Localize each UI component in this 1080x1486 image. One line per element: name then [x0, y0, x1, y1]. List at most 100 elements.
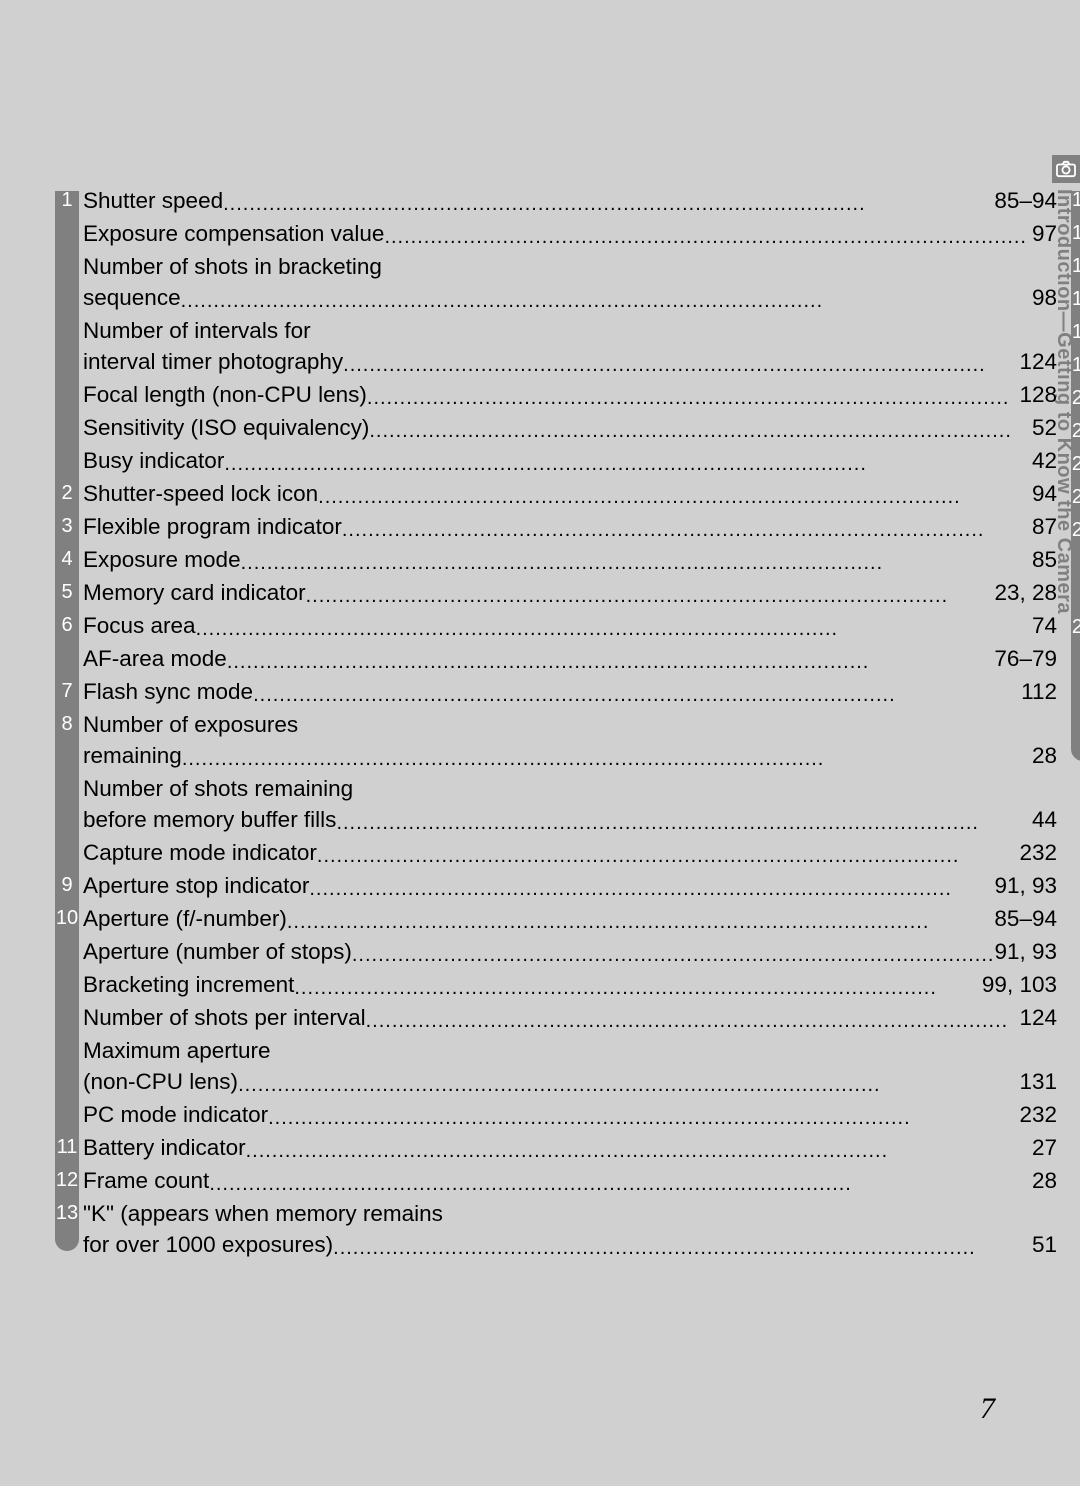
leader-dots	[384, 222, 1032, 253]
page-reference: 28	[1032, 1165, 1057, 1196]
index-line: Aperture stop indicator 91, 93	[83, 870, 1057, 903]
index-entry: 22Aperture lock icon 94	[1071, 449, 1080, 482]
leader-dots	[369, 416, 1032, 447]
index-entry: Exposure compensation value 97	[55, 218, 1061, 251]
index-line: before memory buffer ﬁlls 44	[83, 804, 1057, 837]
index-line: Busy indicator 42	[83, 445, 1057, 478]
index-entry: 25Electronic analog exposure	[1071, 612, 1080, 643]
index-entry: AF-area mode 76–79	[55, 643, 1061, 676]
index-label: Number of exposures	[83, 709, 298, 740]
entry-number: 4	[55, 544, 79, 575]
entry-number: 23	[1071, 482, 1080, 513]
index-line: Focal length (non-CPU lens) 128	[83, 379, 1057, 412]
index-label: Memory card indicator	[83, 577, 306, 608]
index-entry: before memory buffer ﬁlls 44	[55, 804, 1061, 837]
entry-number: 17	[1071, 284, 1080, 315]
entry-number: 15	[1071, 218, 1080, 249]
page-reference: 85–94	[994, 185, 1057, 216]
leader-dots	[238, 1070, 1019, 1101]
entry-number: 22	[1071, 449, 1080, 480]
page-reference: 52	[1032, 412, 1057, 443]
leader-dots	[317, 841, 1020, 872]
index-entry: Aperture (number of stops) 91, 93	[55, 936, 1061, 969]
index-label: Shutter-speed lock icon	[83, 478, 318, 509]
page-reference: 99, 103	[982, 969, 1057, 1000]
leader-dots	[352, 940, 995, 971]
entry-number: 13	[55, 1198, 79, 1229]
index-entry: 5Memory card indicator 23, 28	[55, 577, 1061, 610]
page-reference: 76–79	[994, 643, 1057, 674]
entry-number: 18	[1071, 317, 1080, 348]
leader-dots	[287, 907, 995, 938]
page-number: 7	[980, 1392, 995, 1426]
index-line: (non-CPU lens) 131	[83, 1066, 1057, 1099]
index-label: before memory buffer ﬁlls	[83, 804, 336, 835]
entry-number: 16	[1071, 251, 1080, 282]
index-line: Exposure mode 85	[83, 544, 1057, 577]
index-entry: Bracketing increment 99, 103	[55, 969, 1061, 1002]
page-reference: 232	[1019, 837, 1057, 868]
leader-dots	[294, 973, 982, 1004]
leader-dots	[309, 874, 994, 905]
index-entry: Focal length (non-CPU lens) 128	[55, 379, 1061, 412]
index-line: Shutter speed 85–94	[83, 185, 1057, 218]
index-entry: 10Aperture (f/-number) 85–94	[55, 903, 1061, 936]
entry-number: 12	[55, 1165, 79, 1196]
index-entry: 3Flexible program indicator 87	[55, 511, 1061, 544]
leader-dots	[333, 1233, 1032, 1264]
index-label: (non-CPU lens)	[83, 1066, 238, 1097]
leader-dots	[318, 482, 1032, 513]
leader-dots	[196, 614, 1032, 645]
leader-dots	[336, 808, 1032, 839]
leader-dots	[366, 1006, 1020, 1037]
page-reference: 112	[1021, 676, 1057, 707]
index-entry: 13"K" (appears when memory remains	[55, 1198, 1061, 1229]
page-reference: 232	[1019, 1099, 1057, 1130]
index-label: Flash sync mode	[83, 676, 253, 707]
index-label: Busy indicator	[83, 445, 224, 476]
leader-dots	[181, 286, 1032, 317]
page-reference: 85	[1032, 544, 1057, 575]
index-entry: Busy indicator 42	[55, 445, 1061, 478]
index-entry: 21Multiple exposure indicator 120	[1071, 416, 1080, 449]
page-reference: 87	[1032, 511, 1057, 542]
page-reference: 85–94	[994, 903, 1057, 934]
entry-number: 24	[1071, 515, 1080, 546]
index-line: Frame count 28	[83, 1165, 1057, 1198]
page-reference: 74	[1032, 610, 1057, 641]
index-entry: 6Focus area 74	[55, 610, 1061, 643]
index-label: Focus area	[83, 610, 196, 641]
entry-number: 2	[55, 478, 79, 509]
entry-number: 20	[1071, 383, 1080, 414]
page-reference: 94	[1032, 478, 1057, 509]
index-label: sequence	[83, 282, 181, 313]
index-entry: 16Clock battery indicator 19, 251	[1071, 251, 1080, 284]
entry-number: 5	[55, 577, 79, 608]
index-entry: sequence 98	[55, 282, 1061, 315]
index-entry: PC mode indicator 232	[55, 1099, 1061, 1132]
index-label: "K" (appears when memory remains	[83, 1198, 443, 1229]
index-line: Number of shots per interval 124	[83, 1002, 1057, 1035]
leader-dots	[246, 1136, 1032, 1167]
index-entry: Maximum aperture	[55, 1035, 1061, 1066]
index-line: Maximum aperture	[83, 1035, 1057, 1066]
index-entry: 4Exposure mode 85	[55, 544, 1061, 577]
index-label: Frame count	[83, 1165, 209, 1196]
entry-number: 9	[55, 870, 79, 901]
page-reference: 124	[1019, 346, 1057, 377]
index-entry: for over 1000 exposures) 51	[55, 1229, 1061, 1262]
index-entry: 14FV lock indicator 114	[1071, 185, 1080, 218]
entry-number: 7	[55, 676, 79, 707]
index-entry: 2Shutter-speed lock icon 94	[55, 478, 1061, 511]
index-entry: 18High-speed crop indicator 41	[1071, 317, 1080, 350]
index-entry: remaining 28	[55, 740, 1061, 773]
index-entry: 12Frame count 28	[55, 1165, 1061, 1198]
page-reference: 28	[1032, 740, 1057, 771]
index-label: interval timer photography	[83, 346, 343, 377]
index-line: Sensitivity (ISO equivalency) 52	[83, 412, 1057, 445]
index-entry: 11Battery indicator 27	[55, 1132, 1061, 1165]
left-column: 1Shutter speed 85–94Exposure compensatio…	[55, 145, 1061, 1262]
right-column: 14FV lock indicator 11415Sync indicator …	[1071, 145, 1080, 1262]
entry-number: 8	[55, 709, 79, 740]
index-line: Number of shots remaining	[83, 773, 1057, 804]
